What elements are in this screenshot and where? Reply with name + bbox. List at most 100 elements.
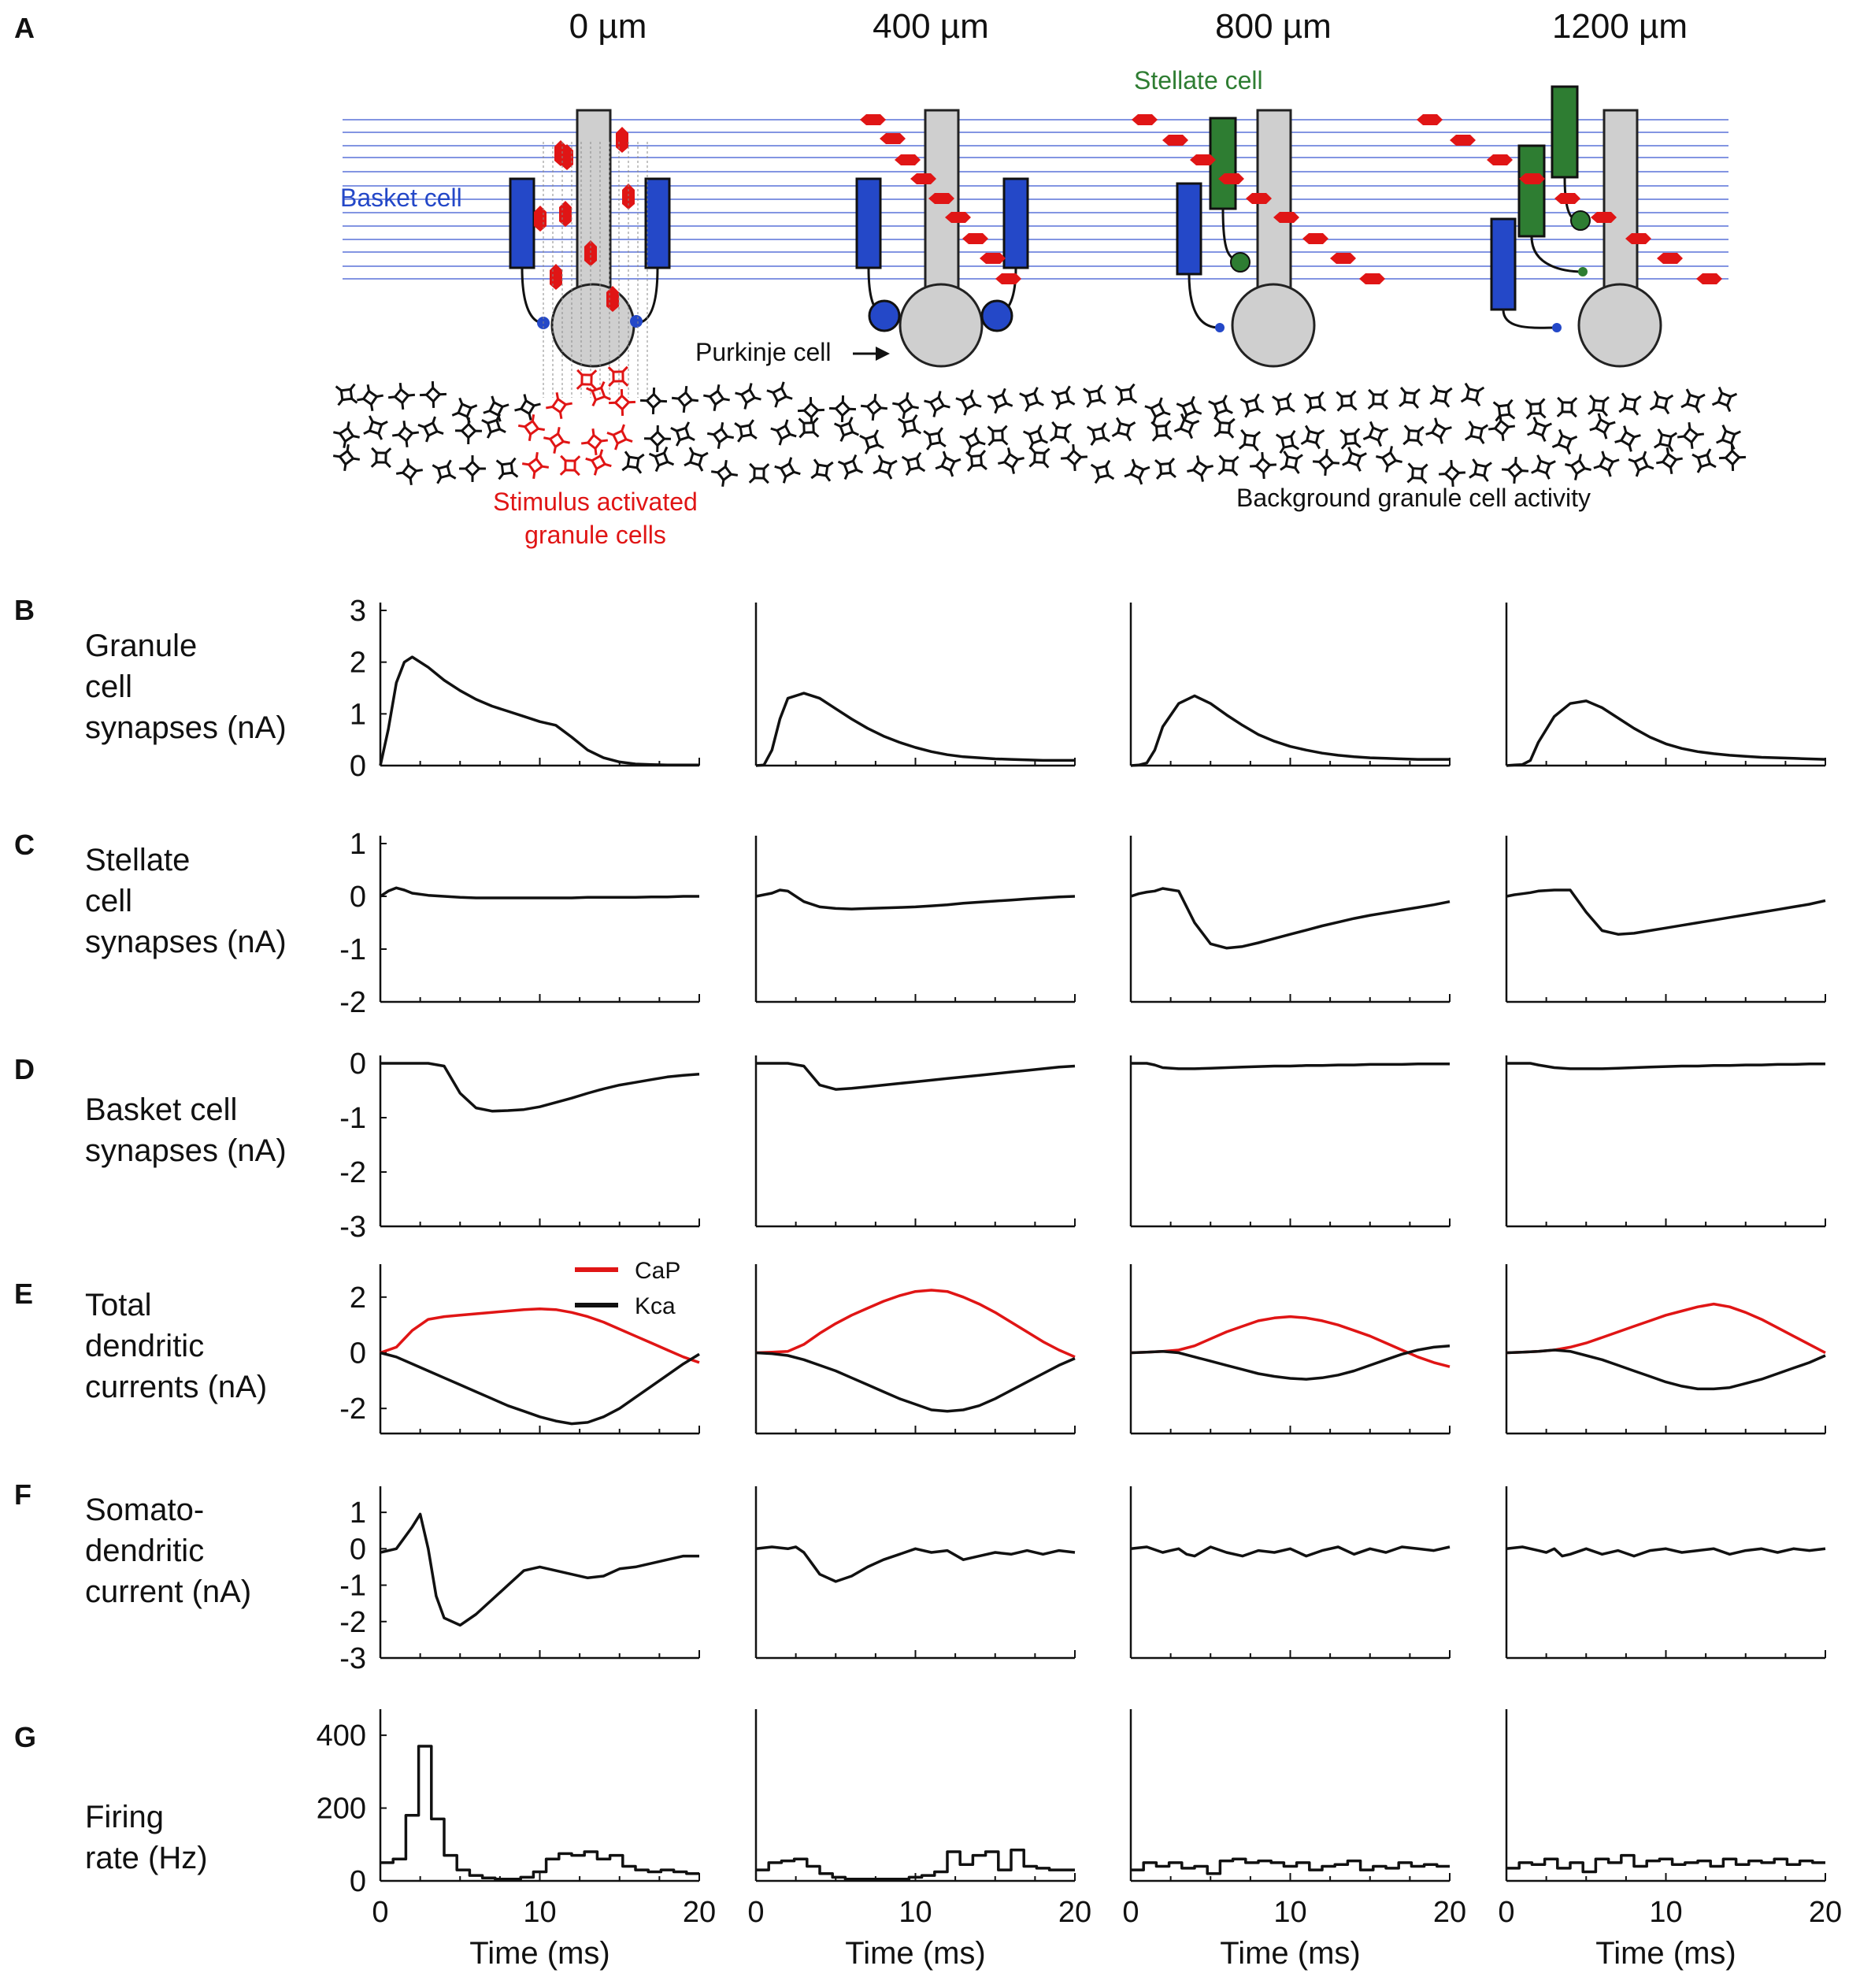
spike-400um-4 <box>928 193 954 204</box>
y-tick-label-c-2: -1 <box>339 933 366 966</box>
granule-cell-67 <box>1049 421 1073 444</box>
granule-cell-59 <box>798 417 820 439</box>
granule-cell-64 <box>959 427 986 454</box>
granule-cell-84 <box>1589 413 1616 440</box>
purkinje-arrow <box>853 347 890 361</box>
series-line-d-col1-0 <box>756 1062 1076 1091</box>
granule-cell-40 <box>1618 392 1642 416</box>
granule-cell-1 <box>357 384 383 411</box>
plot-g-col2 <box>1129 1709 1451 1882</box>
spike-400um-6 <box>962 233 988 244</box>
stimulus-label-line2: granule cells <box>524 521 666 549</box>
purkinje-cell-0um-soma <box>550 283 635 368</box>
granule-cell-101 <box>710 459 739 488</box>
granule-cell-33 <box>1399 387 1421 409</box>
x-tick-label-col0-0: 0 <box>372 1896 388 1929</box>
granule-cell-21 <box>1019 387 1044 412</box>
x-tick-label-col2-2: 20 <box>1433 1896 1466 1929</box>
row-label-b-line2: synapses (nA) <box>85 710 287 745</box>
granule-cell-111 <box>1028 447 1050 469</box>
granule-cell-97 <box>585 449 612 476</box>
granule-cell-30 <box>1303 391 1327 414</box>
y-tick-label-d-0: 0 <box>350 1048 366 1081</box>
row-label-b-line1: cell <box>85 669 132 704</box>
x-axis-title-col2: Time (ms) <box>1220 1936 1360 1971</box>
spike-800um-0 <box>1132 114 1158 125</box>
x-tick-label-col3-0: 0 <box>1498 1896 1514 1929</box>
granule-cell-76 <box>1339 428 1362 450</box>
spike-0um-2 <box>559 201 572 227</box>
basket-axon-800um <box>1188 273 1220 329</box>
granule-cell-79 <box>1425 417 1452 444</box>
granule-cell-129 <box>1593 451 1620 477</box>
chart-row-f: F Somato-dendritic current (nA) 10 -1-2-3 <box>14 1478 1826 1675</box>
series-line-c-col1-0 <box>755 888 1076 911</box>
y-tick-label-f-4: -3 <box>339 1642 366 1675</box>
panel-letter-e: E <box>14 1278 33 1310</box>
basket-cell-1200um <box>1490 217 1517 311</box>
granule-cell-91 <box>395 458 424 486</box>
granule-cell-98 <box>621 451 645 474</box>
spike-0um-8 <box>554 140 567 166</box>
spike-800um-1 <box>1162 135 1188 146</box>
granule-cell-56 <box>707 422 734 449</box>
granule-cell-68 <box>1086 421 1111 447</box>
granule-cell-119 <box>1280 451 1303 474</box>
granule-cell-117 <box>1217 454 1239 477</box>
stellate-cell-1200um-left <box>1517 144 1546 238</box>
granule-cell-15 <box>828 395 857 423</box>
y-tick-label-f-1: 0 <box>350 1533 366 1566</box>
plot-b-col2 <box>1129 603 1451 767</box>
y-tick-label-b-0: 3 <box>350 595 366 628</box>
granule-cell-6 <box>514 394 541 421</box>
stellate-cell-label: Stellate cell <box>1134 66 1263 95</box>
granule-cell-87 <box>1677 421 1705 450</box>
granule-cell-72 <box>1213 417 1236 439</box>
granule-cell-66 <box>1022 424 1049 451</box>
granule-cell-110 <box>998 447 1024 474</box>
granule-cell-62 <box>897 414 922 439</box>
granule-cell-35 <box>1460 382 1485 407</box>
granule-cell-96 <box>559 454 581 477</box>
granule-cell-34 <box>1429 384 1453 408</box>
spike-400um-8 <box>995 273 1021 284</box>
granule-cell-17 <box>892 392 919 419</box>
plot-f-col0 <box>379 1486 700 1660</box>
spike-800um-4 <box>1246 193 1272 204</box>
y-tick-label-c-1: 0 <box>350 881 366 914</box>
plot-f-col1 <box>754 1486 1076 1660</box>
spike-400um-1 <box>880 133 906 144</box>
granule-cell-115 <box>1154 458 1176 480</box>
granule-cell-120 <box>1312 448 1340 477</box>
granule-cell-92 <box>432 459 457 484</box>
row-label-g-line1: rate (Hz) <box>85 1841 208 1875</box>
spike-1200um-2 <box>1487 154 1513 165</box>
spike-1200um-1 <box>1450 135 1476 146</box>
basket-axon-0um-left <box>521 267 544 325</box>
granule-cell-81 <box>1488 414 1516 442</box>
chart-row-g: G Firing rate (Hz) 400 200 0 <box>14 1709 1826 1898</box>
granule-cell-123 <box>1406 462 1428 484</box>
spike-1200um-0 <box>1417 114 1443 125</box>
x-tick-label-col0-1: 10 <box>523 1896 556 1929</box>
row-label-f-line1: dendritic <box>85 1534 204 1568</box>
stellate-terminal-800um <box>1230 252 1250 273</box>
spike-0um-7 <box>606 286 619 312</box>
granule-cell-48 <box>455 417 482 444</box>
granule-cell-52 <box>580 428 609 456</box>
purkinje-cell-1200um <box>1577 109 1662 368</box>
row-label-e-line0: Total <box>85 1288 152 1322</box>
cell-layer <box>509 85 1722 398</box>
granule-cell-104 <box>810 458 834 482</box>
plot-g-col3 <box>1505 1709 1826 1882</box>
purkinje-cell-800um-dendrite <box>1256 109 1292 302</box>
legend-label-cap: CaP <box>635 1258 680 1284</box>
plot-d-col2 <box>1129 1055 1451 1228</box>
series-line-d-col0-0 <box>380 1062 700 1113</box>
stellate-terminal-1200um-2 <box>1578 267 1588 276</box>
row-label-f-line2: current (nA) <box>85 1574 251 1609</box>
basket-cell-400um-left <box>855 177 882 269</box>
row-label-e-line1: dendritic <box>85 1329 204 1363</box>
x-axis-title-col3: Time (ms) <box>1595 1936 1736 1971</box>
